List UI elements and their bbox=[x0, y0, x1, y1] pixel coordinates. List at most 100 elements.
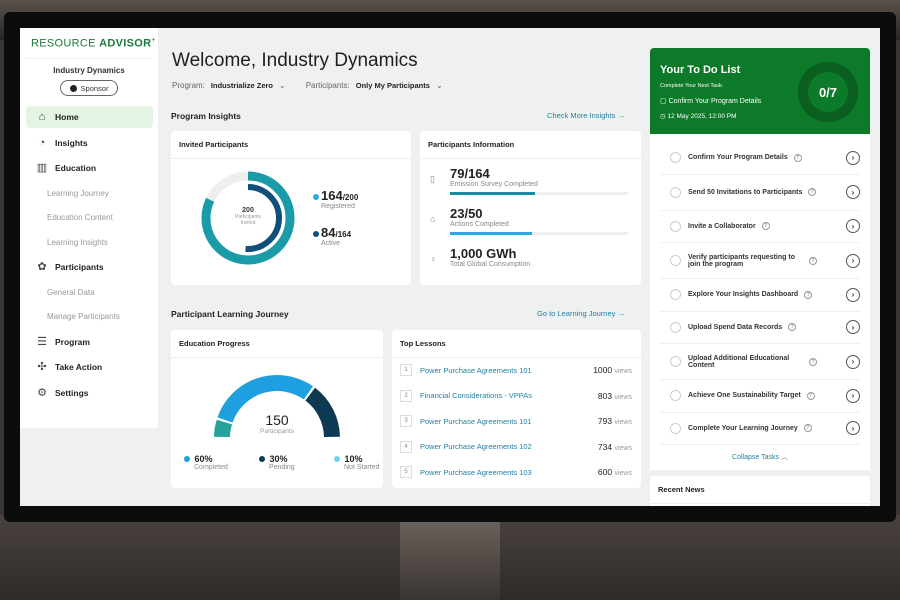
task-checkbox[interactable] bbox=[670, 422, 681, 434]
sidebar-item-label: Participants bbox=[55, 262, 104, 272]
lesson-views: 734 views bbox=[597, 441, 632, 452]
check-more-insights-link[interactable]: Check More Insights → bbox=[547, 111, 625, 120]
sidebar-item-education[interactable]: ▥ Education bbox=[26, 157, 153, 179]
chevron-up-icon: ︿ bbox=[780, 454, 788, 461]
todo-task[interactable]: Upload Additional Educational Content? › bbox=[660, 344, 860, 380]
lesson-row[interactable]: 1 Power Purchase Agreements 101 1000 views bbox=[400, 357, 632, 383]
recent-news-card: Recent News bbox=[650, 476, 870, 506]
todo-task[interactable]: Invite a Collaborator? › bbox=[660, 211, 860, 243]
lesson-link[interactable]: Power Purchase Agreements 103 bbox=[420, 467, 532, 477]
todo-task[interactable]: Confirm Your Program Details? › bbox=[660, 142, 860, 175]
lesson-link[interactable]: Power Purchase Agreements 101 bbox=[420, 365, 532, 375]
next-task-date: ◷ 12 May 2025, 12:00 PM bbox=[660, 113, 737, 120]
participants-select[interactable]: Only My Participants bbox=[355, 81, 430, 90]
chevron-down-icon[interactable]: ⌄ bbox=[435, 81, 443, 90]
filters: Program: Industrialize Zero ⌄ Participan… bbox=[172, 81, 443, 90]
lesson-row[interactable]: 5 Power Purchase Agreements 103 600 views bbox=[400, 459, 632, 485]
chevron-right-icon[interactable]: › bbox=[846, 219, 860, 234]
chevron-right-icon[interactable]: › bbox=[846, 253, 860, 268]
help-icon[interactable]: ? bbox=[803, 424, 812, 433]
sidebar-item-settings[interactable]: ⚙ Settings bbox=[26, 382, 153, 404]
collapse-tasks-button[interactable]: Collapse Tasks ︿ bbox=[732, 454, 788, 461]
legend-dot bbox=[313, 231, 319, 237]
card-title: Invited Participants bbox=[171, 131, 411, 159]
task-label: Upload Spend Data Records bbox=[688, 323, 783, 331]
todo-task[interactable]: Send 50 Invitations to Participants? › bbox=[660, 175, 860, 211]
not-started-arc bbox=[214, 419, 233, 438]
lesson-link[interactable]: Power Purchase Agreements 102 bbox=[420, 442, 532, 451]
card-title: Top Lessons bbox=[392, 330, 641, 358]
logo: RESOURCE ADVISOR+ bbox=[31, 37, 156, 50]
sidebar-item-home[interactable]: ⌂ Home bbox=[26, 106, 153, 128]
task-checkbox[interactable] bbox=[670, 321, 681, 333]
chevron-down-icon[interactable]: ⌄ bbox=[279, 81, 286, 90]
help-icon[interactable]: ? bbox=[809, 256, 817, 265]
role-badge: Sponsor bbox=[60, 80, 118, 96]
task-checkbox[interactable] bbox=[670, 186, 681, 198]
info-row: 79/164 Emission Survey Completed bbox=[450, 166, 628, 195]
lesson-rank: 3 bbox=[400, 415, 412, 427]
card-title: Recent News bbox=[650, 476, 870, 504]
help-icon[interactable]: ? bbox=[793, 153, 802, 162]
progress-bar bbox=[450, 232, 628, 235]
page-title: Welcome, Industry Dynamics bbox=[172, 50, 418, 71]
sidebar-subitem[interactable]: General Data bbox=[47, 287, 95, 297]
monitor-stand bbox=[400, 520, 500, 600]
chevron-right-icon[interactable]: › bbox=[846, 150, 860, 165]
help-icon[interactable]: ? bbox=[808, 188, 817, 196]
chevron-right-icon[interactable]: › bbox=[846, 320, 860, 335]
task-checkbox[interactable] bbox=[670, 220, 681, 232]
task-label: Invite a Collaborator bbox=[688, 222, 756, 230]
info-row: 23/50 Actions Completed bbox=[450, 206, 628, 235]
sidebar-item-program[interactable]: ☰ Program bbox=[26, 331, 153, 353]
lesson-link[interactable]: Financial Considerations - VPPAs bbox=[420, 391, 532, 400]
sidebar-item-label: Home bbox=[55, 112, 79, 122]
help-icon[interactable]: ? bbox=[788, 323, 797, 332]
chevron-right-icon[interactable]: › bbox=[846, 421, 860, 436]
completed-arc bbox=[217, 375, 313, 423]
todo-task[interactable]: Achieve One Sustainability Target? › bbox=[660, 380, 860, 413]
sidebar-subitem[interactable]: Education Content bbox=[47, 213, 113, 222]
todo-task[interactable]: Upload Spend Data Records? › bbox=[660, 312, 860, 344]
chevron-right-icon[interactable]: › bbox=[846, 354, 860, 369]
chevron-right-icon[interactable]: › bbox=[846, 287, 860, 302]
lesson-row[interactable]: 2 Financial Considerations - VPPAs 803 vie… bbox=[400, 383, 632, 409]
registered-stat: 164/200 Registered bbox=[313, 188, 358, 210]
todo-task[interactable]: Explore Your Insights Dashboard? › bbox=[660, 279, 860, 312]
education-progress-card: Education Progress 150 Participants 60% C… bbox=[171, 330, 383, 488]
task-checkbox[interactable] bbox=[670, 356, 681, 367]
sidebar-item-insights[interactable]: ◔ Insights bbox=[26, 132, 153, 154]
lesson-views: 793 views bbox=[597, 416, 632, 426]
lesson-link[interactable]: Power Purchase Agreements 101 bbox=[420, 416, 532, 426]
todo-task[interactable]: Verify participants requesting to join t… bbox=[660, 243, 860, 279]
help-icon[interactable]: ? bbox=[809, 357, 817, 366]
sidebar-item-take-action[interactable]: ✣ Take Action bbox=[26, 356, 153, 378]
chevron-right-icon[interactable]: › bbox=[846, 185, 860, 199]
sidebar-item-participants[interactable]: ✿ Participants bbox=[26, 256, 153, 278]
chevron-right-icon[interactable]: › bbox=[846, 388, 860, 403]
help-icon[interactable]: ? bbox=[806, 391, 815, 400]
task-label: Achieve One Sustainability Target bbox=[688, 392, 801, 400]
help-icon[interactable]: ? bbox=[761, 222, 770, 231]
task-checkbox[interactable] bbox=[670, 152, 681, 164]
task-checkbox[interactable] bbox=[670, 289, 681, 301]
task-checkbox[interactable] bbox=[670, 255, 681, 266]
gear-icon: ⚙ bbox=[37, 386, 47, 399]
sidebar-subitem[interactable]: Manage Participants bbox=[47, 312, 120, 321]
lesson-views: 600 views bbox=[597, 467, 632, 477]
program-select[interactable]: Industrialize Zero bbox=[210, 81, 274, 90]
next-task-link[interactable]: ▢ Confirm Your Program Details bbox=[660, 98, 762, 105]
sidebar-subitem[interactable]: Learning Insights bbox=[47, 237, 108, 247]
task-label: Send 50 Invitations to Participants bbox=[688, 188, 803, 196]
task-checkbox[interactable] bbox=[670, 390, 681, 402]
lesson-row[interactable]: 4 Power Purchase Agreements 102 734 views bbox=[400, 434, 632, 460]
legend-item: 30% Pending bbox=[259, 454, 295, 471]
lesson-row[interactable]: 3 Power Purchase Agreements 101 793 views bbox=[400, 408, 632, 434]
sidebar-subitem[interactable]: Learning Journey bbox=[47, 188, 109, 198]
go-to-learning-journey-link[interactable]: Go to Learning Journey → bbox=[537, 309, 625, 318]
help-icon[interactable]: ? bbox=[804, 290, 813, 299]
lesson-views: 1000 views bbox=[593, 365, 632, 375]
todo-task[interactable]: Complete Your Learning Journey? › bbox=[660, 413, 860, 445]
education-gauge bbox=[214, 375, 340, 438]
sidebar-item-label: Education bbox=[55, 163, 97, 173]
